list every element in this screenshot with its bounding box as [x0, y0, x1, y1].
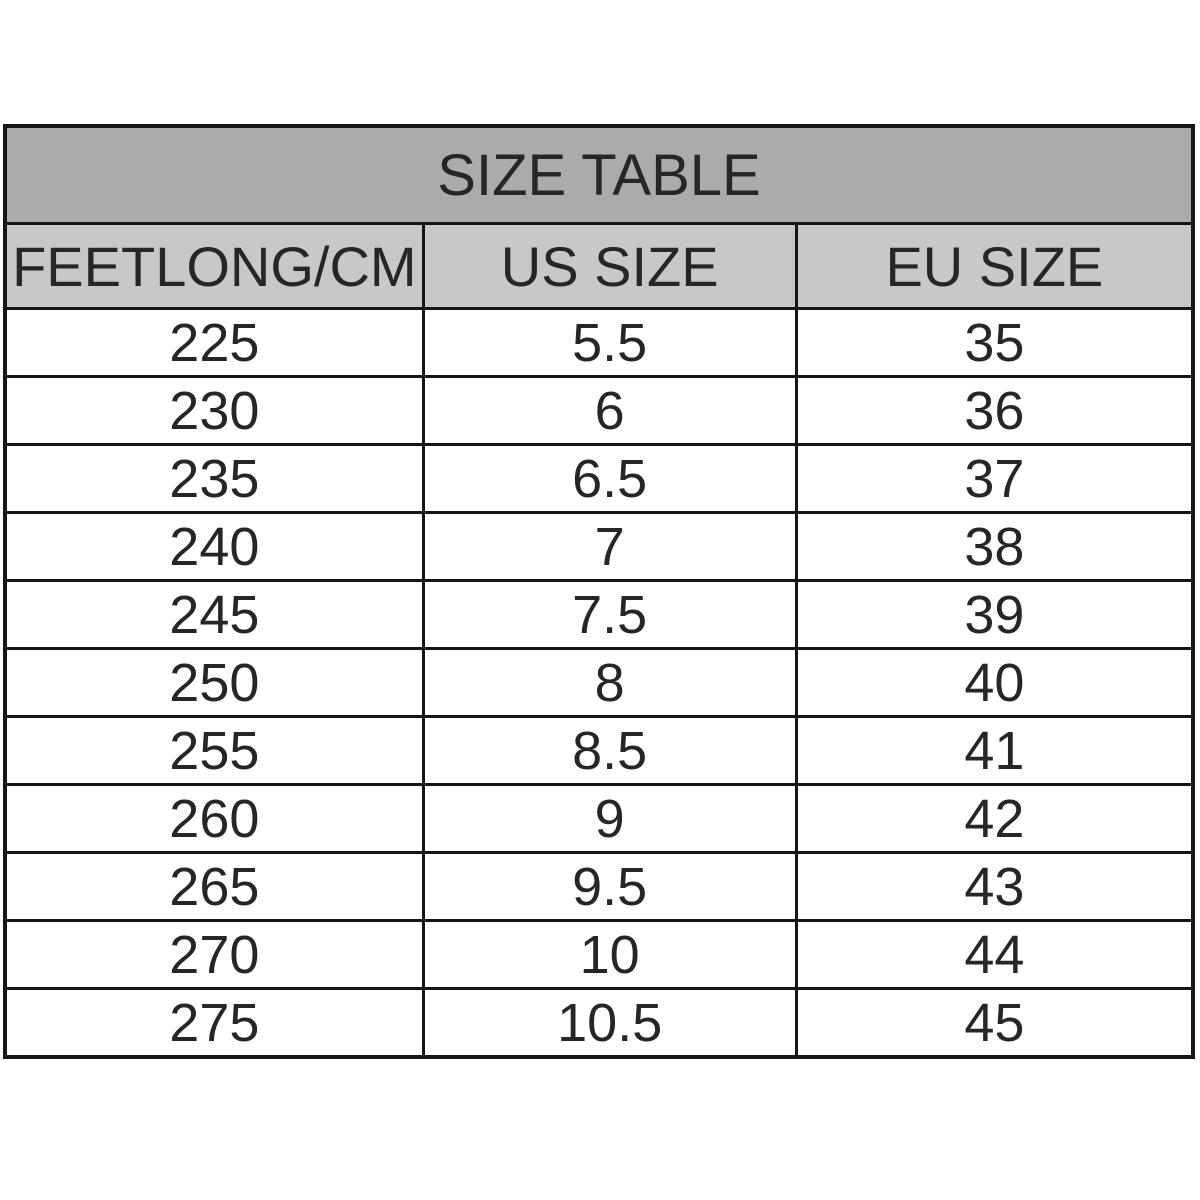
eu-size-value: 39 — [794, 579, 1195, 650]
us-size-value: 6 — [421, 375, 798, 446]
feetlong-value: 255 — [3, 715, 425, 786]
eu-size-value: 45 — [794, 987, 1195, 1059]
table-row: 265 9.5 43 — [3, 851, 1195, 922]
feetlong-value: 260 — [3, 783, 425, 854]
table-row: 275 10.5 45 — [3, 987, 1195, 1059]
table-row: 225 5.5 35 — [3, 307, 1195, 378]
feetlong-value: 250 — [3, 647, 425, 718]
us-size-value: 6.5 — [421, 443, 798, 514]
table-row: 235 6.5 37 — [3, 443, 1195, 514]
eu-size-value: 42 — [794, 783, 1195, 854]
feetlong-value: 240 — [3, 511, 425, 582]
eu-size-value: 43 — [794, 851, 1195, 922]
table-title: SIZE TABLE — [3, 124, 1195, 225]
feetlong-value: 270 — [3, 919, 425, 990]
eu-size-value: 36 — [794, 375, 1195, 446]
us-size-value: 7.5 — [421, 579, 798, 650]
eu-size-value: 40 — [794, 647, 1195, 718]
us-size-value: 8.5 — [421, 715, 798, 786]
size-conversion-table: SIZE TABLE FEETLONG/CM US SIZE EU SIZE 2… — [3, 124, 1195, 1059]
table-row: 240 7 38 — [3, 511, 1195, 582]
feetlong-value: 230 — [3, 375, 425, 446]
eu-size-value: 38 — [794, 511, 1195, 582]
eu-size-value: 41 — [794, 715, 1195, 786]
table-row: 260 9 42 — [3, 783, 1195, 854]
table-row: 230 6 36 — [3, 375, 1195, 446]
table-row: 255 8.5 41 — [3, 715, 1195, 786]
column-header-eu-size: EU SIZE — [794, 222, 1195, 310]
table-row: 270 10 44 — [3, 919, 1195, 990]
table-row: 245 7.5 39 — [3, 579, 1195, 650]
us-size-value: 10.5 — [421, 987, 798, 1059]
feetlong-value: 275 — [3, 987, 425, 1059]
us-size-value: 5.5 — [421, 307, 798, 378]
us-size-value: 7 — [421, 511, 798, 582]
us-size-value: 10 — [421, 919, 798, 990]
table-title-row: SIZE TABLE — [3, 124, 1195, 225]
column-header-feetlong-cm: FEETLONG/CM — [3, 222, 425, 310]
eu-size-value: 35 — [794, 307, 1195, 378]
feetlong-value: 225 — [3, 307, 425, 378]
feetlong-value: 265 — [3, 851, 425, 922]
table-row: 250 8 40 — [3, 647, 1195, 718]
eu-size-value: 37 — [794, 443, 1195, 514]
us-size-value: 9 — [421, 783, 798, 854]
feetlong-value: 235 — [3, 443, 425, 514]
us-size-value: 8 — [421, 647, 798, 718]
feetlong-value: 245 — [3, 579, 425, 650]
us-size-value: 9.5 — [421, 851, 798, 922]
column-header-us-size: US SIZE — [421, 222, 798, 310]
table-header-row: FEETLONG/CM US SIZE EU SIZE — [3, 222, 1195, 310]
eu-size-value: 44 — [794, 919, 1195, 990]
